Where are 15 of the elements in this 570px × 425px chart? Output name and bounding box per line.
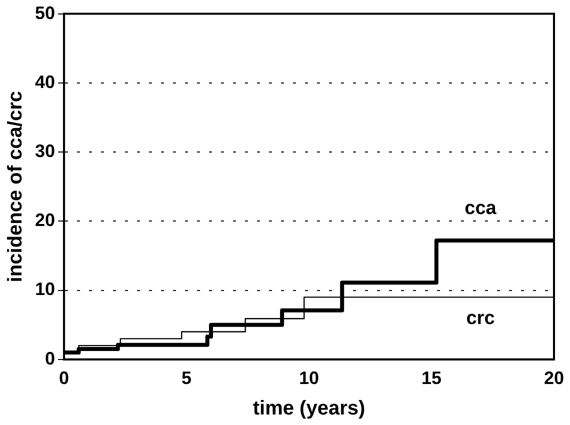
x-tick-label: 20 bbox=[544, 368, 564, 388]
x-tick-label: 10 bbox=[298, 368, 320, 388]
y-tick-label: 30 bbox=[34, 141, 56, 162]
x-tick-label: 0 bbox=[59, 368, 70, 388]
series-label: cca bbox=[464, 198, 497, 220]
y-axis-title: incidence of cca/crc bbox=[4, 91, 27, 282]
series-label: crc bbox=[466, 308, 496, 329]
y-tick-label: 0 bbox=[45, 348, 56, 368]
y-tick-label: 10 bbox=[34, 279, 56, 300]
x-axis-title: time (years) bbox=[252, 398, 366, 420]
x-tick-label: 5 bbox=[182, 368, 192, 388]
y-tick-label: 40 bbox=[34, 72, 56, 92]
y-tick-label: 50 bbox=[34, 2, 56, 23]
x-tick-label: 15 bbox=[421, 368, 442, 388]
y-tick-label: 20 bbox=[34, 210, 56, 230]
